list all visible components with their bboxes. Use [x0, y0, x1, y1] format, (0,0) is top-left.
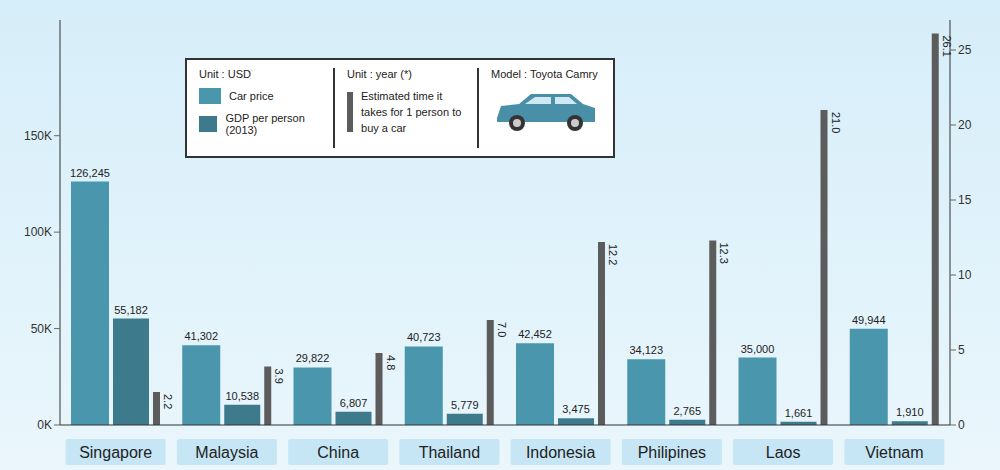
svg-text:5: 5	[958, 343, 965, 357]
svg-text:3,475: 3,475	[562, 403, 590, 415]
svg-text:25: 25	[958, 43, 972, 57]
svg-text:Singapore: Singapore	[79, 444, 152, 461]
svg-text:40,723: 40,723	[407, 331, 441, 343]
html-text:Unit : year (*): Unit : year (*)	[347, 68, 412, 80]
html-text:Model : Toyota Camry: Model : Toyota Camry	[491, 68, 598, 80]
svg-text:126,245: 126,245	[70, 167, 110, 179]
svg-text:5,779: 5,779	[451, 399, 479, 411]
svg-text:10,538: 10,538	[225, 390, 259, 402]
svg-text:12.2: 12.2	[607, 244, 619, 265]
svg-text:0: 0	[958, 418, 965, 432]
html-text:Estimated time it takes for 1: Estimated time it takes for 1 person to …	[361, 90, 462, 134]
svg-text:20: 20	[958, 118, 972, 132]
svg-text:4.8: 4.8	[385, 355, 397, 370]
svg-text:42,452: 42,452	[518, 328, 552, 340]
svg-text:Malaysia: Malaysia	[195, 444, 258, 461]
svg-text:3.9: 3.9	[273, 369, 285, 384]
svg-text:26.1: 26.1	[941, 36, 953, 57]
html-text:GDP per person (2013): GDP per person (2013)	[225, 112, 305, 136]
svg-text:15: 15	[958, 193, 972, 207]
svg-text:21.0: 21.0	[830, 112, 842, 133]
svg-text:34,123: 34,123	[629, 344, 663, 356]
svg-text:Thailand: Thailand	[419, 444, 480, 461]
svg-text:55,182: 55,182	[114, 304, 148, 316]
svg-text:49,944: 49,944	[852, 314, 886, 326]
svg-text:41,302: 41,302	[184, 330, 218, 342]
svg-text:35,000: 35,000	[741, 343, 775, 355]
svg-text:100K: 100K	[24, 225, 52, 239]
svg-text:Philipines: Philipines	[638, 444, 706, 461]
svg-text:Indonesia: Indonesia	[526, 444, 595, 461]
svg-text:2.2: 2.2	[162, 394, 174, 409]
svg-text:29,822: 29,822	[296, 352, 330, 364]
svg-text:7.0: 7.0	[496, 322, 508, 337]
svg-text:12.3: 12.3	[718, 243, 730, 264]
html-text:Car price: Car price	[229, 90, 274, 102]
svg-text:6,807: 6,807	[340, 397, 368, 409]
svg-text:Laos: Laos	[766, 444, 801, 461]
svg-text:1,910: 1,910	[896, 406, 924, 418]
svg-text:Vietnam: Vietnam	[865, 444, 923, 461]
svg-text:China: China	[317, 444, 359, 461]
svg-text:2,765: 2,765	[673, 405, 701, 417]
svg-text:1,661: 1,661	[785, 407, 813, 419]
svg-text:150K: 150K	[24, 129, 52, 143]
svg-text:0K: 0K	[37, 418, 52, 432]
svg-text:50K: 50K	[31, 322, 52, 336]
svg-text:10: 10	[958, 268, 972, 282]
html-text:Unit : USD: Unit : USD	[199, 68, 251, 80]
